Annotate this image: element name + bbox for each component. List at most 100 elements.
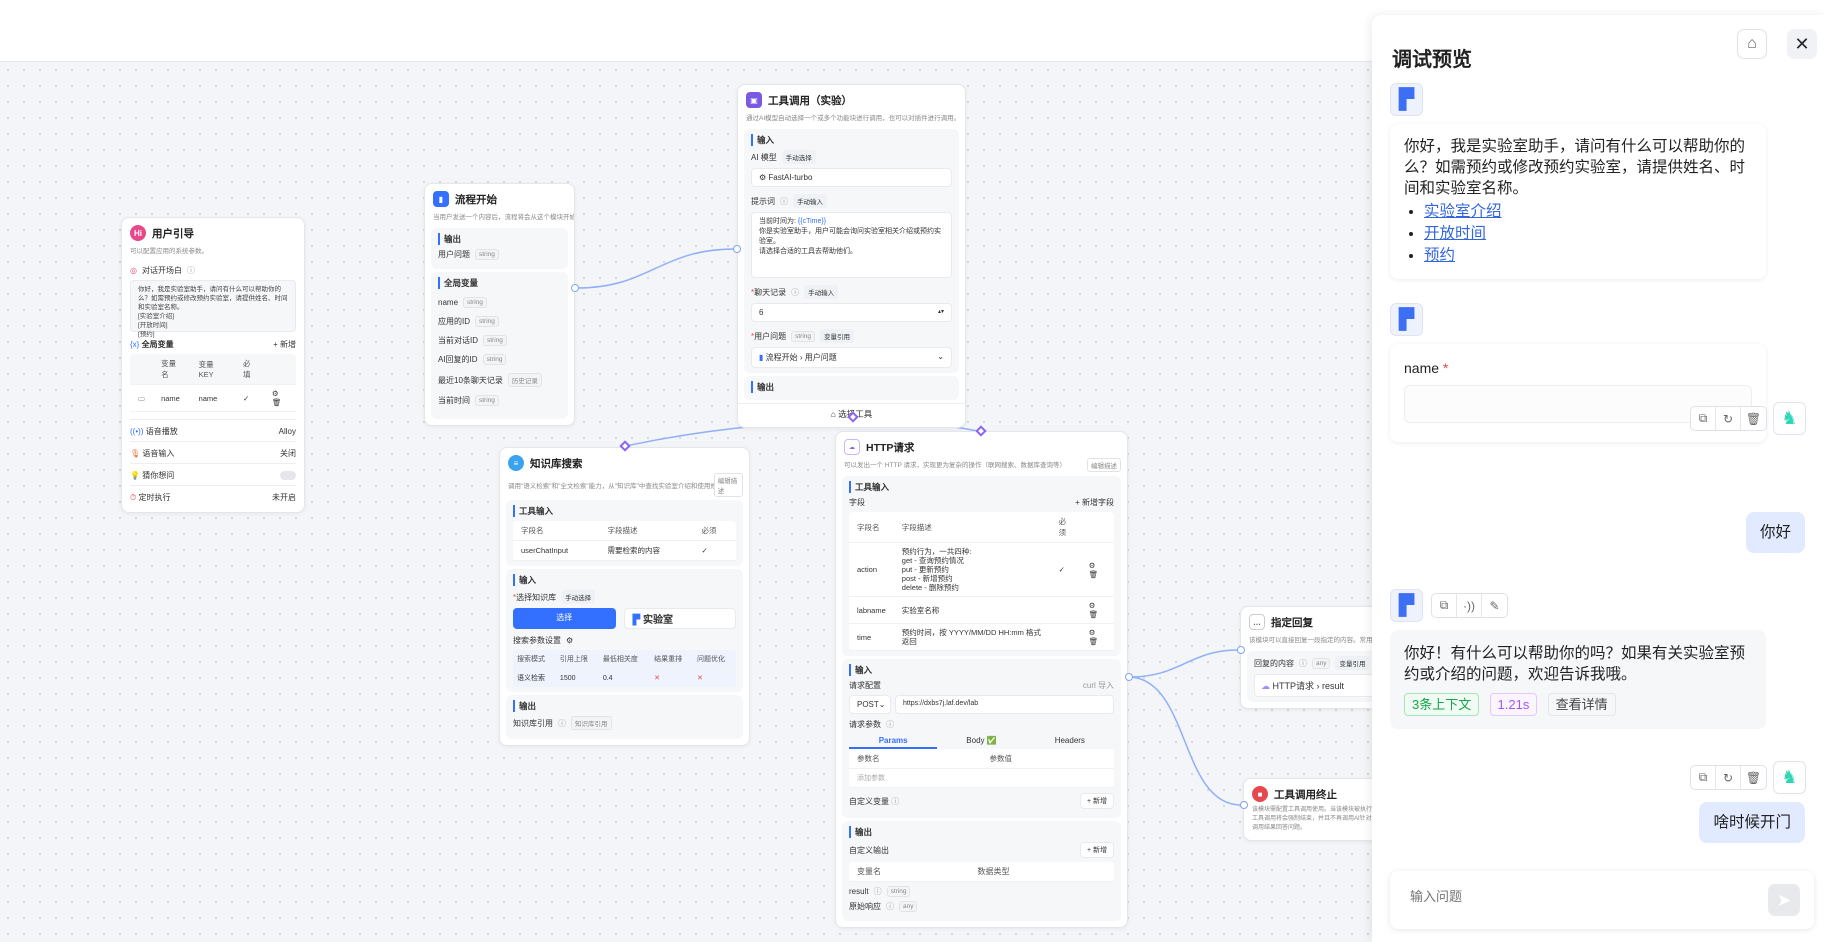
delete-icon[interactable]: 🗑 — [1745, 411, 1762, 426]
variable-icon: {x} — [130, 340, 140, 349]
tool-stop-input-handle[interactable] — [1240, 801, 1248, 809]
tts-value[interactable]: Alloy — [278, 427, 296, 436]
param-value: 语义检索 — [517, 675, 545, 682]
context-chip[interactable]: 3条上下文 — [1404, 693, 1480, 716]
node-reply[interactable]: …指定回复 该模块可以直接回复一段指定的内容。常用于引导、提示。 回复的内容ⓘa… — [1240, 606, 1390, 709]
mic-icon: 🎙 — [130, 449, 141, 458]
tool-call-input-handle[interactable] — [733, 245, 741, 253]
edit-icon[interactable]: ✎ — [1489, 598, 1500, 613]
curl-import-button[interactable]: curl 导入 — [1082, 681, 1114, 690]
tab-headers[interactable]: Headers — [1054, 736, 1085, 745]
add-custom-var-button[interactable]: + 新增 — [1079, 793, 1114, 809]
param-header: 问题优化 — [693, 650, 736, 669]
node-kb-search[interactable]: ≡ 知识库搜索 调用"语义检索"和"全文检索"能力，从"知识库"中查找实验室介绍和… — [499, 447, 750, 746]
table-row: time 预约时间，按 YYYY/MM/DD HH:mm 格式返回 ⚙ 🗑 — [849, 623, 1114, 651]
table-row: action 预约行为，一共四种: get - 查询预约情况 put - 更新预约… — [849, 542, 1114, 597]
user-message: 你好 — [1745, 512, 1805, 553]
debug-preview-panel: 调试预览 ⌂ ✕ ▛ 你好，我是实验室助手，请问有什么可以帮助你的么？如需预约或… — [1372, 15, 1824, 942]
close-button[interactable]: ✕ — [1787, 29, 1817, 59]
node-tool-stop[interactable]: ■ 工具调用终止 该模块需配置工具调用使用。当该模块被执行时，工具调用将会强制结束… — [1243, 778, 1393, 841]
table-row: userChatInput 需要检索的内容 ✓ — [513, 540, 736, 561]
trash-icon[interactable]: 🗑 — [1088, 610, 1099, 619]
clear-chat-button[interactable]: ⌂ — [1737, 29, 1767, 59]
add-variable-button[interactable]: + 新增 — [273, 340, 296, 349]
welcome-textarea[interactable]: 你好，我是实验室助手，请问有什么可以帮助你的么？如需预约或修改预约实验室，请提供… — [130, 280, 296, 338]
settings-icon[interactable]: ⚙ — [272, 389, 279, 398]
node-http-request[interactable]: ☁ HTTP请求 可以发出一个 HTTP 请求，实现更为复杂的操作（联网搜索、数据… — [835, 431, 1128, 928]
param-value: ✕ — [697, 675, 703, 682]
send-button[interactable]: ➤ — [1768, 884, 1800, 916]
tab-params[interactable]: Params — [849, 734, 938, 749]
cloud-http-icon: ☁ — [844, 439, 860, 455]
welcome-icon: ◎ — [130, 266, 137, 275]
question-ref-select[interactable]: ▮ 流程开始 › 用户问题 ⌄ — [751, 347, 952, 368]
retry-icon[interactable]: ↻ — [1716, 407, 1741, 430]
http-output-handle[interactable] — [1125, 673, 1133, 681]
table-row: ▭ name name ✓ ⚙ 🗑 — [130, 384, 296, 412]
global-var-item: 当前时间 string — [438, 395, 561, 406]
send-icon: ➤ — [1776, 889, 1792, 910]
param-header: 搜索模式 — [513, 650, 556, 669]
flow-start-output-handle[interactable] — [571, 284, 579, 292]
user-message-actions: ⧉ ↻ 🗑 — [1690, 765, 1767, 790]
global-var-item: 最近10条聊天记录 历史记录 — [438, 373, 561, 387]
settings-icon[interactable]: ⚙ — [1088, 601, 1096, 610]
view-detail-chip[interactable]: 查看详情 — [1547, 693, 1616, 716]
node-user-guide[interactable]: Hi 用户引导 可以配置应用的系统参数。 ◎ 对话开场白 ⓘ 你好，我是实验室助手，请… — [121, 217, 305, 513]
reply-ref-select[interactable]: ☁ HTTP请求 › result — [1254, 674, 1376, 697]
speak-icon[interactable]: ·)) — [1457, 594, 1482, 617]
add-field-button[interactable]: + 新增字段 — [1075, 498, 1114, 507]
voice-input-value[interactable]: 关闭 — [280, 449, 296, 458]
bulb-icon: 💡 — [130, 471, 140, 480]
variables-table: 变量名 变量 KEY 必填 ▭ name name ✓ ⚙ 🗑 — [130, 354, 296, 412]
link-lab-intro[interactable]: 实验室介绍 — [1424, 203, 1502, 220]
settings-icon[interactable]: ⚙ — [1088, 628, 1096, 637]
help-icon: ⓘ — [186, 266, 195, 275]
add-param[interactable]: 添加参数 — [849, 768, 1114, 788]
global-var-item: 当前对话ID string — [438, 335, 561, 346]
settings-icon[interactable]: ⚙ — [1088, 560, 1096, 570]
edit-desc-button[interactable]: 编辑描述 — [1087, 458, 1121, 472]
url-input[interactable]: https://dxbs7j.laf.dev/lab — [895, 695, 1114, 714]
param-value: ✕ — [654, 675, 660, 682]
model-select[interactable]: ⚙ FastAI-turbo — [751, 168, 952, 187]
selected-kb[interactable]: ▛ 实验室 — [623, 608, 736, 629]
copy-icon[interactable]: ⧉ — [1691, 766, 1716, 789]
prompt-textarea[interactable]: 当前时间为: {{cTime}} 你是实验室助手，用户可能会询问实验室相关介绍或预… — [751, 212, 952, 278]
broom-icon: ⌂ — [1747, 35, 1757, 52]
model-mode-tag[interactable]: 手动选择 — [781, 150, 816, 164]
add-custom-output-button[interactable]: + 新增 — [1079, 842, 1114, 858]
settings-icon[interactable]: ⚙ — [566, 636, 574, 645]
copy-icon[interactable]: ⧉ — [1432, 594, 1457, 617]
trash-icon[interactable]: 🗑 — [272, 398, 282, 407]
schedule-value[interactable]: 未开启 — [272, 493, 296, 502]
reply-input-handle[interactable] — [1237, 646, 1245, 654]
retry-icon[interactable]: ↻ — [1716, 766, 1741, 789]
toolbox-icon: ▣ — [746, 92, 762, 108]
delete-icon[interactable]: 🗑 — [1745, 770, 1762, 785]
openai-icon: ⚙ — [759, 173, 767, 182]
ai-message: 你好！有什么可以帮助你的吗？如果有关实验室预约或介绍的问题，欢迎告诉我哦。 3条… — [1390, 630, 1766, 729]
guess-toggle[interactable] — [280, 471, 296, 480]
trash-icon[interactable]: 🗑 — [1088, 569, 1099, 579]
node-tool-call[interactable]: ▣ 工具调用（实验） 通过AI模型自动选择一个或多个功能块进行调用，也可以对插件进… — [737, 84, 966, 428]
chat-input[interactable] — [1410, 889, 1730, 904]
search-params-table[interactable]: 搜索模式 引用上限 最低相关度 结果重排 问题优化 语义检索 1500 0.4 ✕ ✕ — [513, 650, 736, 687]
history-stepper[interactable]: 6 ▴▾ — [751, 303, 952, 322]
ai-message-actions: ⧉ ·)) ✎ — [1431, 593, 1508, 618]
user-avatar: ♞ — [1773, 761, 1806, 794]
link-reserve[interactable]: 预约 — [1424, 247, 1456, 264]
edit-desc-button[interactable]: 编辑描述 — [713, 473, 743, 497]
welcome-message: 你好，我是实验室助手，请问有什么可以帮助你的么？如需预约或修改预约实验室，请提供… — [1390, 124, 1766, 279]
clock-icon: ⏱ — [130, 493, 137, 502]
link-open-time[interactable]: 开放时间 — [1424, 225, 1487, 242]
global-var-item: AI回复的ID string — [438, 354, 561, 365]
trash-icon[interactable]: 🗑 — [1088, 637, 1099, 646]
message-icon: … — [1249, 614, 1265, 630]
method-select[interactable]: POST ⌄ — [849, 695, 891, 714]
copy-icon[interactable]: ⧉ — [1691, 407, 1716, 430]
select-kb-button[interactable]: 选择 — [513, 608, 616, 629]
node-flow-start[interactable]: ▮流程开始 当用户发送一个内容后，流程将会从这个模块开始执行。 输出 用户问题s… — [424, 183, 575, 426]
tab-body[interactable]: Body ✅ — [966, 736, 997, 745]
database-icon: ≡ — [508, 455, 524, 471]
